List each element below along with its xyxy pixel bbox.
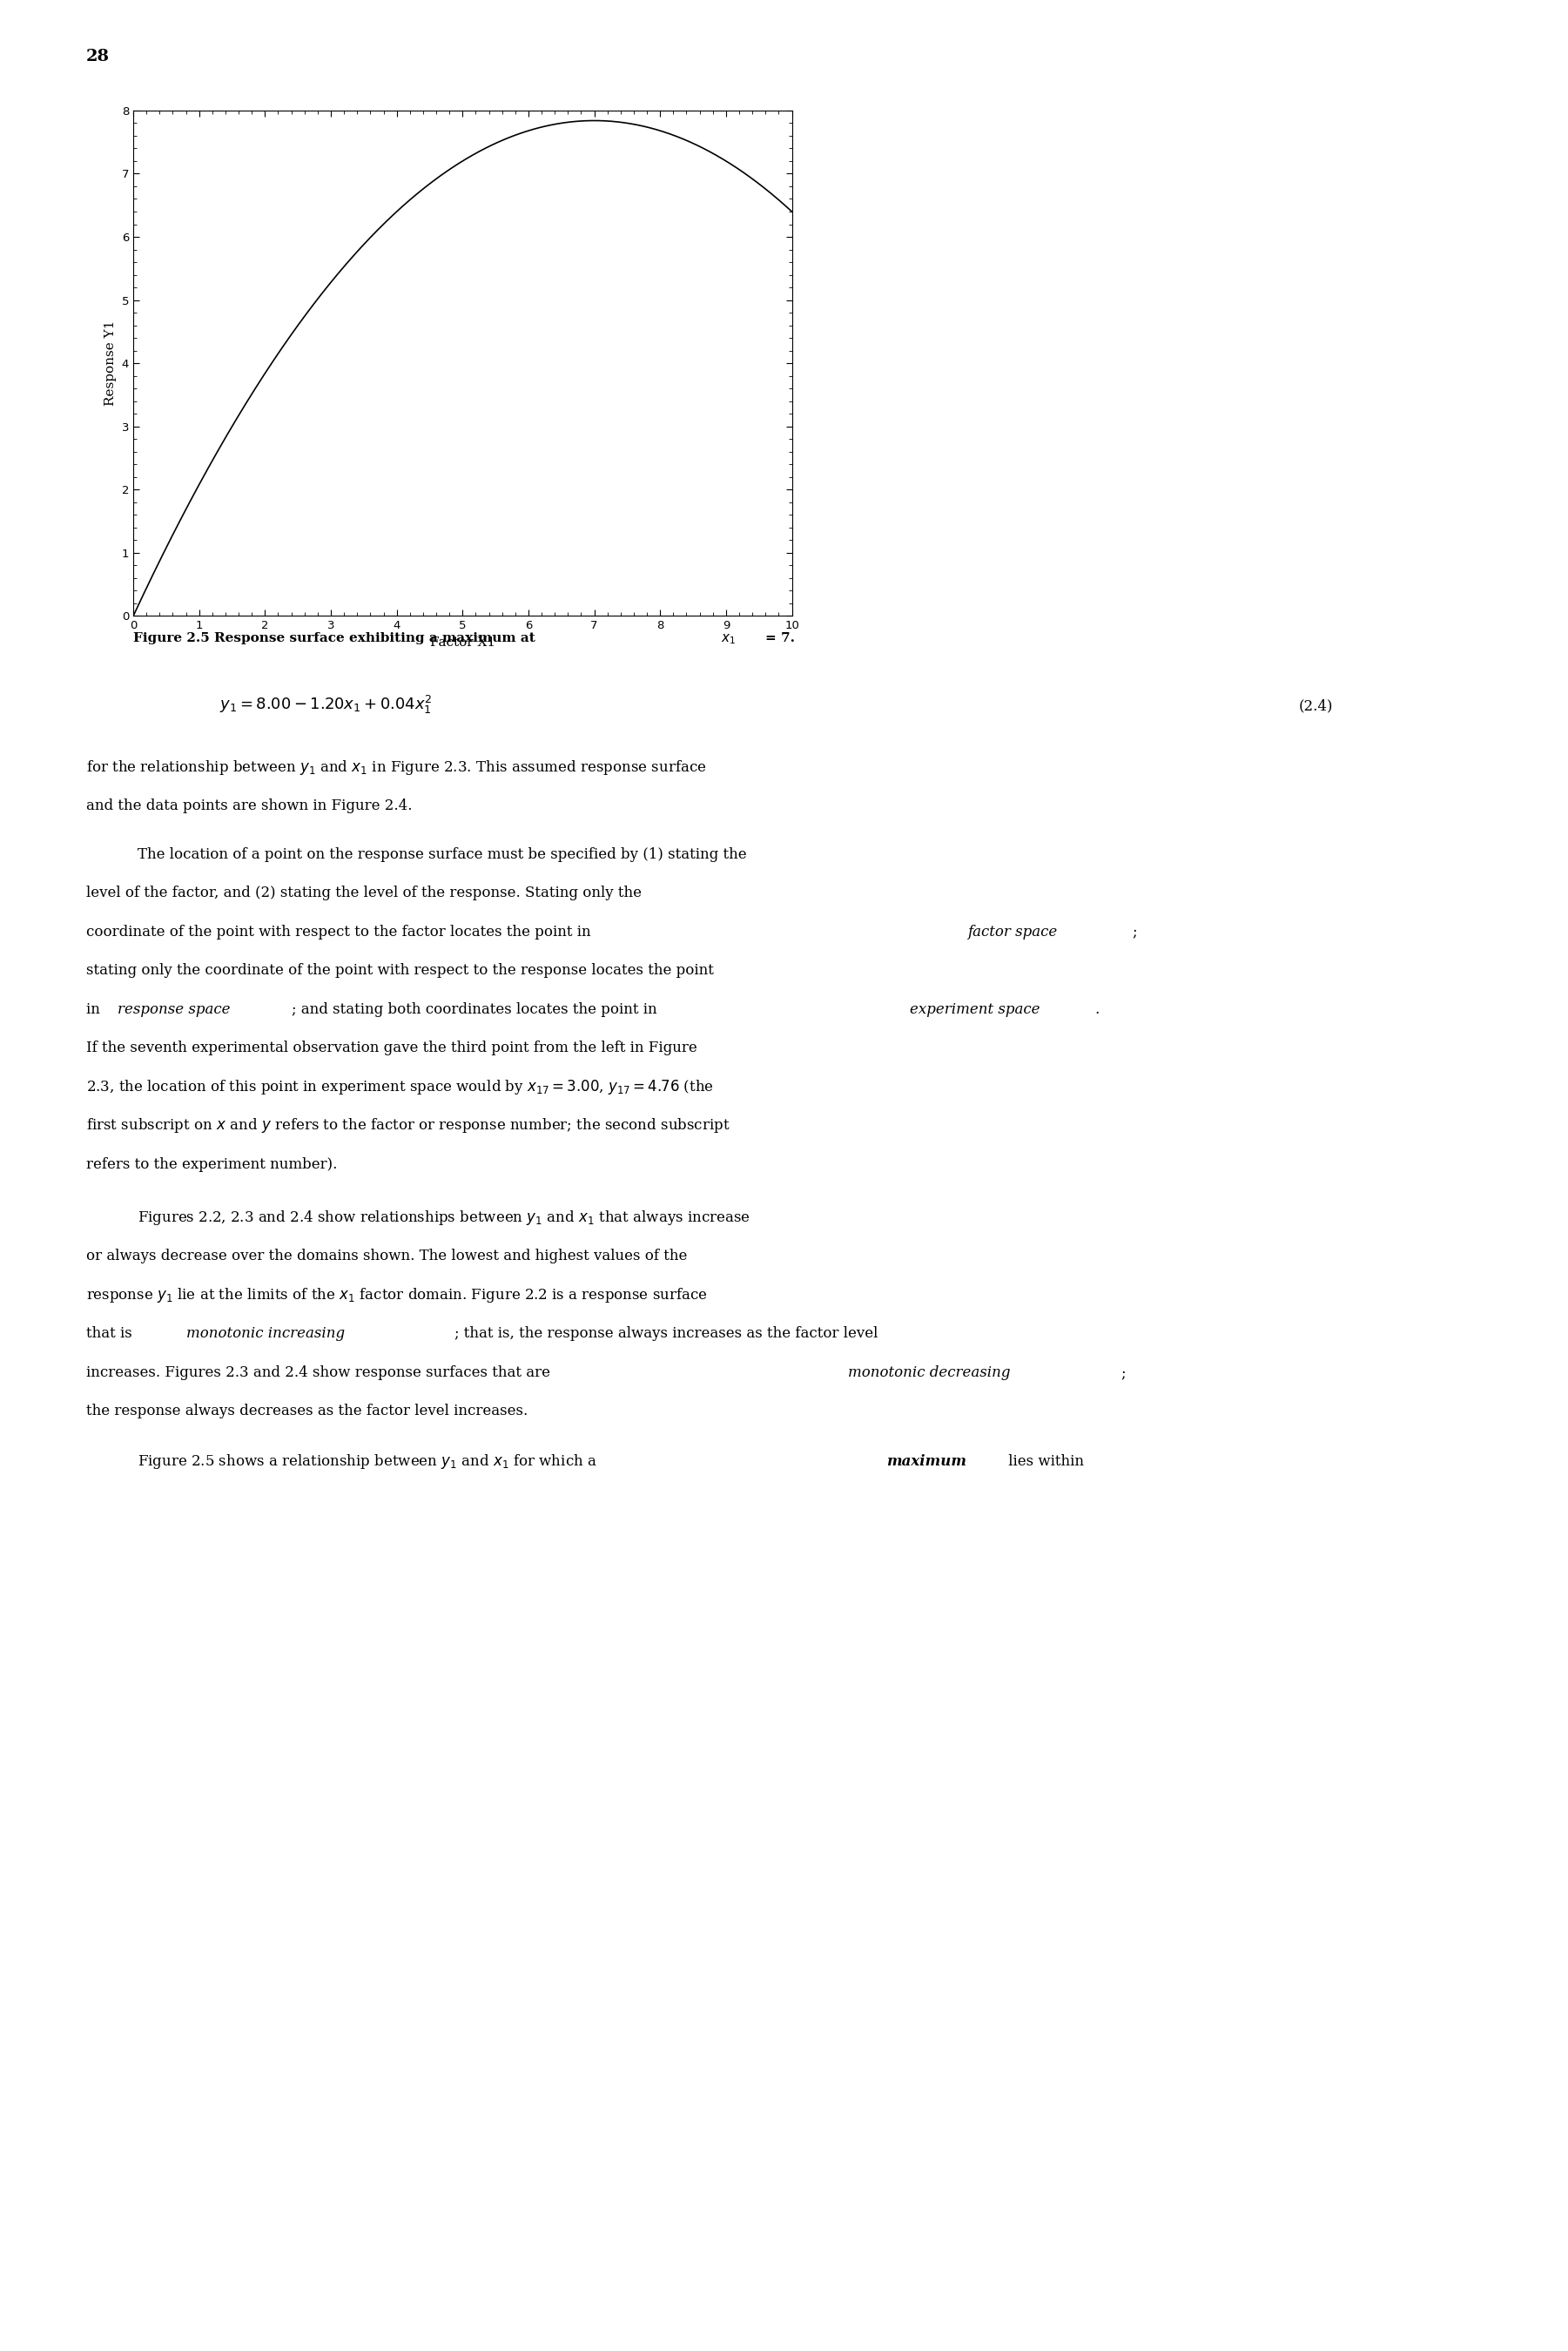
Text: level of the factor, and (2) stating the level of the response. Stating only the: level of the factor, and (2) stating the… <box>86 886 641 900</box>
Text: $x_1$: $x_1$ <box>721 632 737 647</box>
Text: monotonic increasing: monotonic increasing <box>187 1326 345 1340</box>
Text: lies within: lies within <box>1004 1455 1083 1469</box>
Text: ;: ; <box>1121 1366 1126 1380</box>
Text: Figures 2.2, 2.3 and 2.4 show relationships between $y_1$ and $x_1$ that always : Figures 2.2, 2.3 and 2.4 show relationsh… <box>138 1208 751 1227</box>
Text: increases. Figures 2.3 and 2.4 show response surfaces that are: increases. Figures 2.3 and 2.4 show resp… <box>86 1366 555 1380</box>
Text: response $y_1$ lie at the limits of the $x_1$ factor domain. Figure 2.2 is a res: response $y_1$ lie at the limits of the … <box>86 1286 707 1305</box>
Text: factor space: factor space <box>967 924 1057 938</box>
Text: Figure 2.5 shows a relationship between $y_1$ and $x_1$ for which a: Figure 2.5 shows a relationship between … <box>138 1453 597 1472</box>
Text: response space: response space <box>118 1002 230 1016</box>
Text: 2.3, the location of this point in experiment space would by $x_{17} = 3.00$, $y: 2.3, the location of this point in exper… <box>86 1077 713 1096</box>
Text: for the relationship between $y_1$ and $x_1$ in Figure 2.3. This assumed respons: for the relationship between $y_1$ and $… <box>86 757 707 776</box>
Text: = 7.: = 7. <box>765 632 795 644</box>
Text: experiment space: experiment space <box>909 1002 1040 1016</box>
Text: monotonic decreasing: monotonic decreasing <box>848 1366 1011 1380</box>
Text: ;: ; <box>1132 924 1137 938</box>
Text: the response always decreases as the factor level increases.: the response always decreases as the fac… <box>86 1404 528 1418</box>
Text: maximum: maximum <box>886 1455 966 1469</box>
Text: (2.4): (2.4) <box>1298 698 1333 712</box>
Text: 28: 28 <box>86 49 110 63</box>
Y-axis label: Response Y1: Response Y1 <box>105 320 116 407</box>
Text: ; that is, the response always increases as the factor level: ; that is, the response always increases… <box>455 1326 878 1340</box>
Text: first subscript on $x$ and $y$ refers to the factor or response number; the seco: first subscript on $x$ and $y$ refers to… <box>86 1117 731 1136</box>
Text: stating only the coordinate of the point with respect to the response locates th: stating only the coordinate of the point… <box>86 964 713 978</box>
Text: .: . <box>1094 1002 1099 1016</box>
Text: in: in <box>86 1002 105 1016</box>
X-axis label: Factor X1: Factor X1 <box>430 637 495 649</box>
Text: or always decrease over the domains shown. The lowest and highest values of the: or always decrease over the domains show… <box>86 1248 687 1262</box>
Text: $y_1 = 8.00 - 1.20x_1 + 0.04x_1^2$: $y_1 = 8.00 - 1.20x_1 + 0.04x_1^2$ <box>220 694 433 717</box>
Text: coordinate of the point with respect to the factor locates the point in: coordinate of the point with respect to … <box>86 924 596 938</box>
Text: that is: that is <box>86 1326 136 1340</box>
Text: Figure 2.5 Response surface exhibiting a maximum at: Figure 2.5 Response surface exhibiting a… <box>133 632 539 644</box>
Text: If the seventh experimental observation gave the third point from the left in Fi: If the seventh experimental observation … <box>86 1041 698 1056</box>
Text: The location of a point on the response surface must be specified by (1) stating: The location of a point on the response … <box>138 846 746 860</box>
Text: refers to the experiment number).: refers to the experiment number). <box>86 1157 337 1171</box>
Text: ; and stating both coordinates locates the point in: ; and stating both coordinates locates t… <box>292 1002 662 1016</box>
Text: and the data points are shown in Figure 2.4.: and the data points are shown in Figure … <box>86 799 412 813</box>
